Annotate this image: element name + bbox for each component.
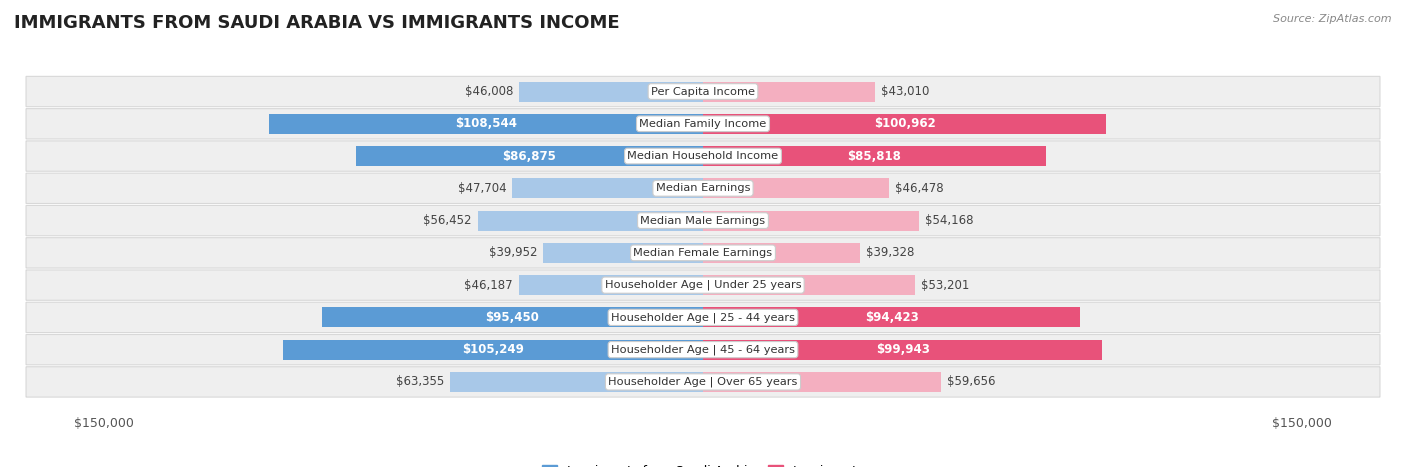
Text: Median Earnings: Median Earnings — [655, 184, 751, 193]
Text: Median Female Earnings: Median Female Earnings — [634, 248, 772, 258]
Text: $46,008: $46,008 — [465, 85, 513, 98]
Text: $53,201: $53,201 — [921, 279, 970, 291]
Text: $43,010: $43,010 — [880, 85, 929, 98]
Text: $46,187: $46,187 — [464, 279, 513, 291]
Text: Householder Age | Under 25 years: Householder Age | Under 25 years — [605, 280, 801, 290]
FancyBboxPatch shape — [27, 141, 1379, 171]
Bar — [544, 243, 703, 263]
Text: Median Male Earnings: Median Male Earnings — [641, 216, 765, 226]
Bar — [703, 82, 875, 101]
Text: $56,452: $56,452 — [423, 214, 471, 227]
Text: $95,450: $95,450 — [485, 311, 540, 324]
Bar — [703, 211, 920, 231]
Legend: Immigrants from Saudi Arabia, Immigrants: Immigrants from Saudi Arabia, Immigrants — [537, 460, 869, 467]
Bar — [283, 340, 703, 360]
Text: $54,168: $54,168 — [925, 214, 974, 227]
Bar — [450, 372, 703, 392]
Text: Householder Age | 45 - 64 years: Householder Age | 45 - 64 years — [612, 344, 794, 355]
Text: $94,423: $94,423 — [865, 311, 918, 324]
Text: $63,355: $63,355 — [395, 375, 444, 389]
Text: $59,656: $59,656 — [948, 375, 995, 389]
FancyBboxPatch shape — [27, 270, 1379, 300]
Bar — [703, 340, 1102, 360]
Text: Householder Age | Over 65 years: Householder Age | Over 65 years — [609, 377, 797, 387]
FancyBboxPatch shape — [27, 334, 1379, 365]
Text: $100,962: $100,962 — [873, 117, 935, 130]
Bar — [356, 146, 703, 166]
Bar — [322, 307, 703, 327]
Text: Median Household Income: Median Household Income — [627, 151, 779, 161]
FancyBboxPatch shape — [27, 367, 1379, 397]
Text: Householder Age | 25 - 44 years: Householder Age | 25 - 44 years — [612, 312, 794, 323]
FancyBboxPatch shape — [27, 238, 1379, 268]
Text: $39,952: $39,952 — [489, 247, 537, 259]
Bar — [478, 211, 703, 231]
Text: $105,249: $105,249 — [463, 343, 524, 356]
Text: IMMIGRANTS FROM SAUDI ARABIA VS IMMIGRANTS INCOME: IMMIGRANTS FROM SAUDI ARABIA VS IMMIGRAN… — [14, 14, 620, 32]
Bar — [703, 146, 1046, 166]
Bar — [703, 307, 1080, 327]
FancyBboxPatch shape — [27, 109, 1379, 139]
Bar — [270, 114, 703, 134]
Text: $85,818: $85,818 — [848, 149, 901, 163]
Bar — [703, 178, 889, 198]
Bar — [703, 114, 1107, 134]
Bar — [703, 372, 941, 392]
FancyBboxPatch shape — [27, 173, 1379, 204]
Bar — [703, 243, 860, 263]
Text: $47,704: $47,704 — [458, 182, 506, 195]
Bar — [519, 275, 703, 295]
FancyBboxPatch shape — [27, 302, 1379, 333]
Text: $108,544: $108,544 — [456, 117, 517, 130]
FancyBboxPatch shape — [27, 77, 1379, 106]
FancyBboxPatch shape — [27, 205, 1379, 236]
Text: $86,875: $86,875 — [502, 149, 557, 163]
Text: $46,478: $46,478 — [894, 182, 943, 195]
Text: Per Capita Income: Per Capita Income — [651, 86, 755, 97]
Text: $39,328: $39,328 — [866, 247, 914, 259]
Text: Source: ZipAtlas.com: Source: ZipAtlas.com — [1274, 14, 1392, 24]
Bar — [703, 275, 915, 295]
Bar — [519, 82, 703, 101]
Text: Median Family Income: Median Family Income — [640, 119, 766, 129]
Bar — [512, 178, 703, 198]
Text: $99,943: $99,943 — [876, 343, 929, 356]
